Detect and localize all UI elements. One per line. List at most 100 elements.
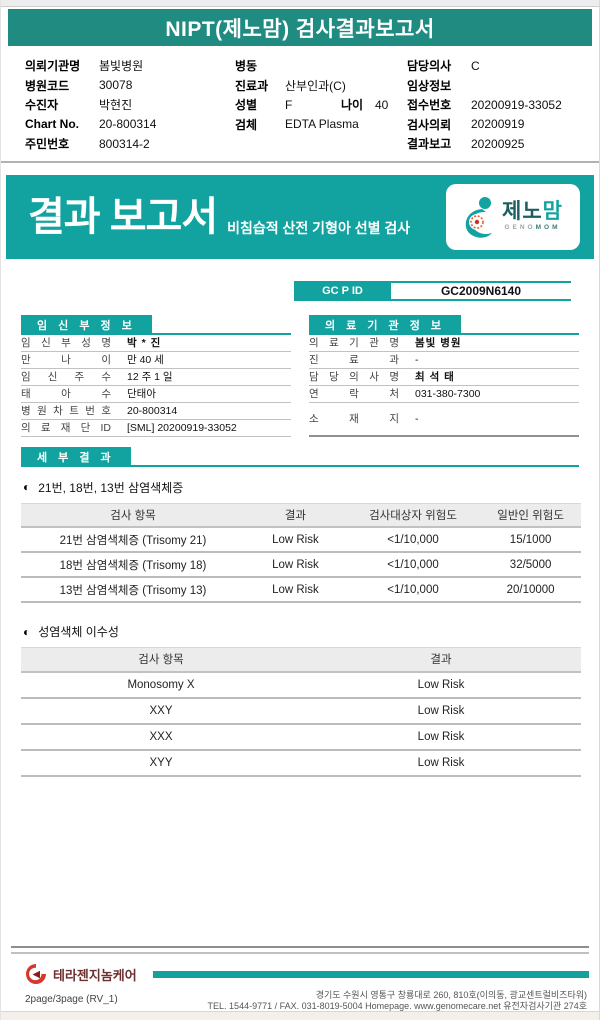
table-row: 임 신 부 성 명 박 * 진 <box>21 335 291 352</box>
row-label: 임 신 부 성 명 <box>21 337 111 349</box>
test-item: 21번 삼염색체증 (Trisomy 21) <box>21 527 245 553</box>
row-label: 의 료 기 관 명 <box>309 337 399 349</box>
field-label: 수진자 <box>25 98 59 113</box>
column-header: 검사 항목 <box>21 647 301 673</box>
info-row: 병원코드 30078 <box>25 76 235 96</box>
table-row: 병 원 차 트 번 호 20-800314 <box>21 403 291 420</box>
info-row: 진료과 산부인과(C) <box>235 76 407 96</box>
section-tag: 의 료 기 관 정 보 <box>309 314 462 335</box>
table-row: XXY Low Risk <box>21 697 581 725</box>
table-row: 담 당 의 사 명 최 석 태 <box>309 369 579 386</box>
subject-risk: <1/10,000 <box>345 527 481 553</box>
row-value: 20-800314 <box>127 404 178 417</box>
half-circle-bullet-icon: ◐ <box>23 480 31 494</box>
field-label: 의뢰기관명 <box>25 59 81 74</box>
field-value: 봄빛병원 <box>99 59 144 74</box>
logo-kor-teal: 맘 <box>542 200 563 224</box>
banner-subtitle: 비침습적 산전 기형아 선별 검사 <box>227 219 411 236</box>
row-label: 태 아 수 <box>21 388 111 400</box>
mother-info-header: 임 신 부 정 보 <box>21 314 291 335</box>
table-row: 진 료 과 - <box>309 352 579 369</box>
field-value: F <box>285 97 293 112</box>
result-banner: 결과 보고서 비침습적 산전 기형아 선별 검사 제노맘 GENOMOM <box>6 174 594 259</box>
column-header: 결과 <box>245 502 346 528</box>
field-label: 병원코드 <box>25 78 70 93</box>
section-tag: 세 부 결 과 <box>21 446 131 467</box>
field-label: 임상정보 <box>407 78 452 93</box>
info-row: 의뢰기관명 봄빛병원 <box>25 56 235 76</box>
footer-rule-light <box>11 952 589 954</box>
window-bottom-strip <box>1 1011 599 1020</box>
trisomy-results-table: 검사 항목 결과 검사대상자 위험도 일반인 위험도 21번 삼염색체증 (Tr… <box>21 502 581 603</box>
field-label: 주민번호 <box>25 137 70 152</box>
info-row: 접수번호 20200919-33052 <box>407 95 599 115</box>
test-result: Low Risk <box>245 552 346 578</box>
trisomy-section-title: ◐ 21번, 18번, 13번 삼염색체증 <box>23 479 577 496</box>
test-result: Low Risk <box>245 527 346 553</box>
field-value: EDTA Plasma <box>285 117 359 132</box>
field-label: 병동 <box>235 59 258 74</box>
info-row: Chart No. 20-800314 <box>25 115 235 135</box>
test-item: XYY <box>21 749 301 777</box>
test-result: Low Risk <box>301 671 581 699</box>
info-row: 담당의사 C <box>407 56 599 76</box>
table-row: 소 재 지 - <box>309 403 579 437</box>
test-result: Low Risk <box>301 723 581 751</box>
field-label: 진료과 <box>235 78 269 93</box>
table-row: Monosomy X Low Risk <box>21 671 581 699</box>
field-label: 접수번호 <box>407 98 452 113</box>
theragen-g-icon <box>26 964 46 984</box>
field-value: 20-800314 <box>99 117 157 132</box>
table-row: 임 신 주 수 12 주 1 일 <box>21 369 291 386</box>
info-row: 성별 F 나이 40 <box>235 95 407 115</box>
row-value: 만 40 세 <box>127 354 164 366</box>
section-tag: 임 신 부 정 보 <box>21 314 152 335</box>
table-row: 18번 삼염색체증 (Trisomy 18) Low Risk <1/10,00… <box>21 552 581 578</box>
mother-info-table: 임 신 부 정 보 임 신 부 성 명 박 * 진 만 나 이 만 40 세 임… <box>21 314 291 437</box>
report-title: NIPT(제노맘) 검사결과보고서 <box>165 17 435 41</box>
detail-results-header: 세 부 결 과 <box>21 446 579 467</box>
population-risk: 32/5000 <box>480 552 581 578</box>
order-info-col3: 담당의사 C 임상정보 접수번호 20200919-33052 검사의뢰 202… <box>407 56 599 154</box>
footer-address: 경기도 수원시 영통구 창룡대로 260, 810호(이의동, 광교센트럴비즈타… <box>11 990 589 1012</box>
row-value: 봄빛 병원 <box>415 337 462 349</box>
field-value: 박현진 <box>99 98 133 113</box>
column-header: 일반인 위험도 <box>480 502 581 528</box>
table-row: 13번 삼염색체증 (Trisomy 13) Low Risk <1/10,00… <box>21 577 581 603</box>
field-value: 20200919-33052 <box>471 97 562 112</box>
table-header-row: 검사 항목 결과 <box>21 647 581 673</box>
table-row: XYY Low Risk <box>21 749 581 777</box>
row-label: 소 재 지 <box>309 413 399 425</box>
logo-eng-mom: MOM <box>535 224 561 232</box>
footer-logo-row: 테라젠지놈케어 <box>11 963 589 985</box>
row-label: 병 원 차 트 번 호 <box>21 405 111 417</box>
section-divider <box>1 160 599 163</box>
row-value: 12 주 1 일 <box>127 371 173 383</box>
info-tables: 임 신 부 정 보 임 신 부 성 명 박 * 진 만 나 이 만 40 세 임… <box>21 314 579 437</box>
test-item: XXY <box>21 697 301 725</box>
row-value: 박 * 진 <box>127 337 162 349</box>
info-row: 결과보고 20200925 <box>407 134 599 154</box>
subject-risk: <1/10,000 <box>345 552 481 578</box>
test-result: Low Risk <box>301 749 581 777</box>
field-label: 성별 <box>235 98 258 113</box>
info-row: 검체 EDTA Plasma <box>235 115 407 135</box>
hospital-info-table: 의 료 기 관 정 보 의 료 기 관 명 봄빛 병원 진 료 과 - 담 당 … <box>309 314 579 437</box>
sex-chromosome-section-title: ◐ 성염색체 이수성 <box>23 623 577 640</box>
column-header: 검사대상자 위험도 <box>345 502 481 528</box>
field-value: 40 <box>375 97 389 112</box>
field-label: 나이 <box>341 98 364 113</box>
logo-english: GENOMOM <box>504 225 560 232</box>
table-row: 태 아 수 단태아 <box>21 386 291 403</box>
footer-rule-dark <box>11 946 589 948</box>
footer-teal-bar <box>152 970 589 978</box>
logo-eng-geno: GENO <box>504 224 536 232</box>
gc-p-id-value: GC2009N6140 <box>391 280 571 301</box>
field-label: 담당의사 <box>407 59 452 74</box>
order-info-col2: 병동 진료과 산부인과(C) 성별 F 나이 40 검체 EDTA Plasma <box>235 56 407 154</box>
gc-p-id-row: GC P ID GC2009N6140 <box>1 280 571 301</box>
test-result: Low Risk <box>245 577 346 603</box>
table-row: 21번 삼염색체증 (Trisomy 21) Low Risk <1/10,00… <box>21 527 581 553</box>
test-item: Monosomy X <box>21 671 301 699</box>
table-row: 의 료 재 단 ID [SML] 20200919-33052 <box>21 420 291 437</box>
